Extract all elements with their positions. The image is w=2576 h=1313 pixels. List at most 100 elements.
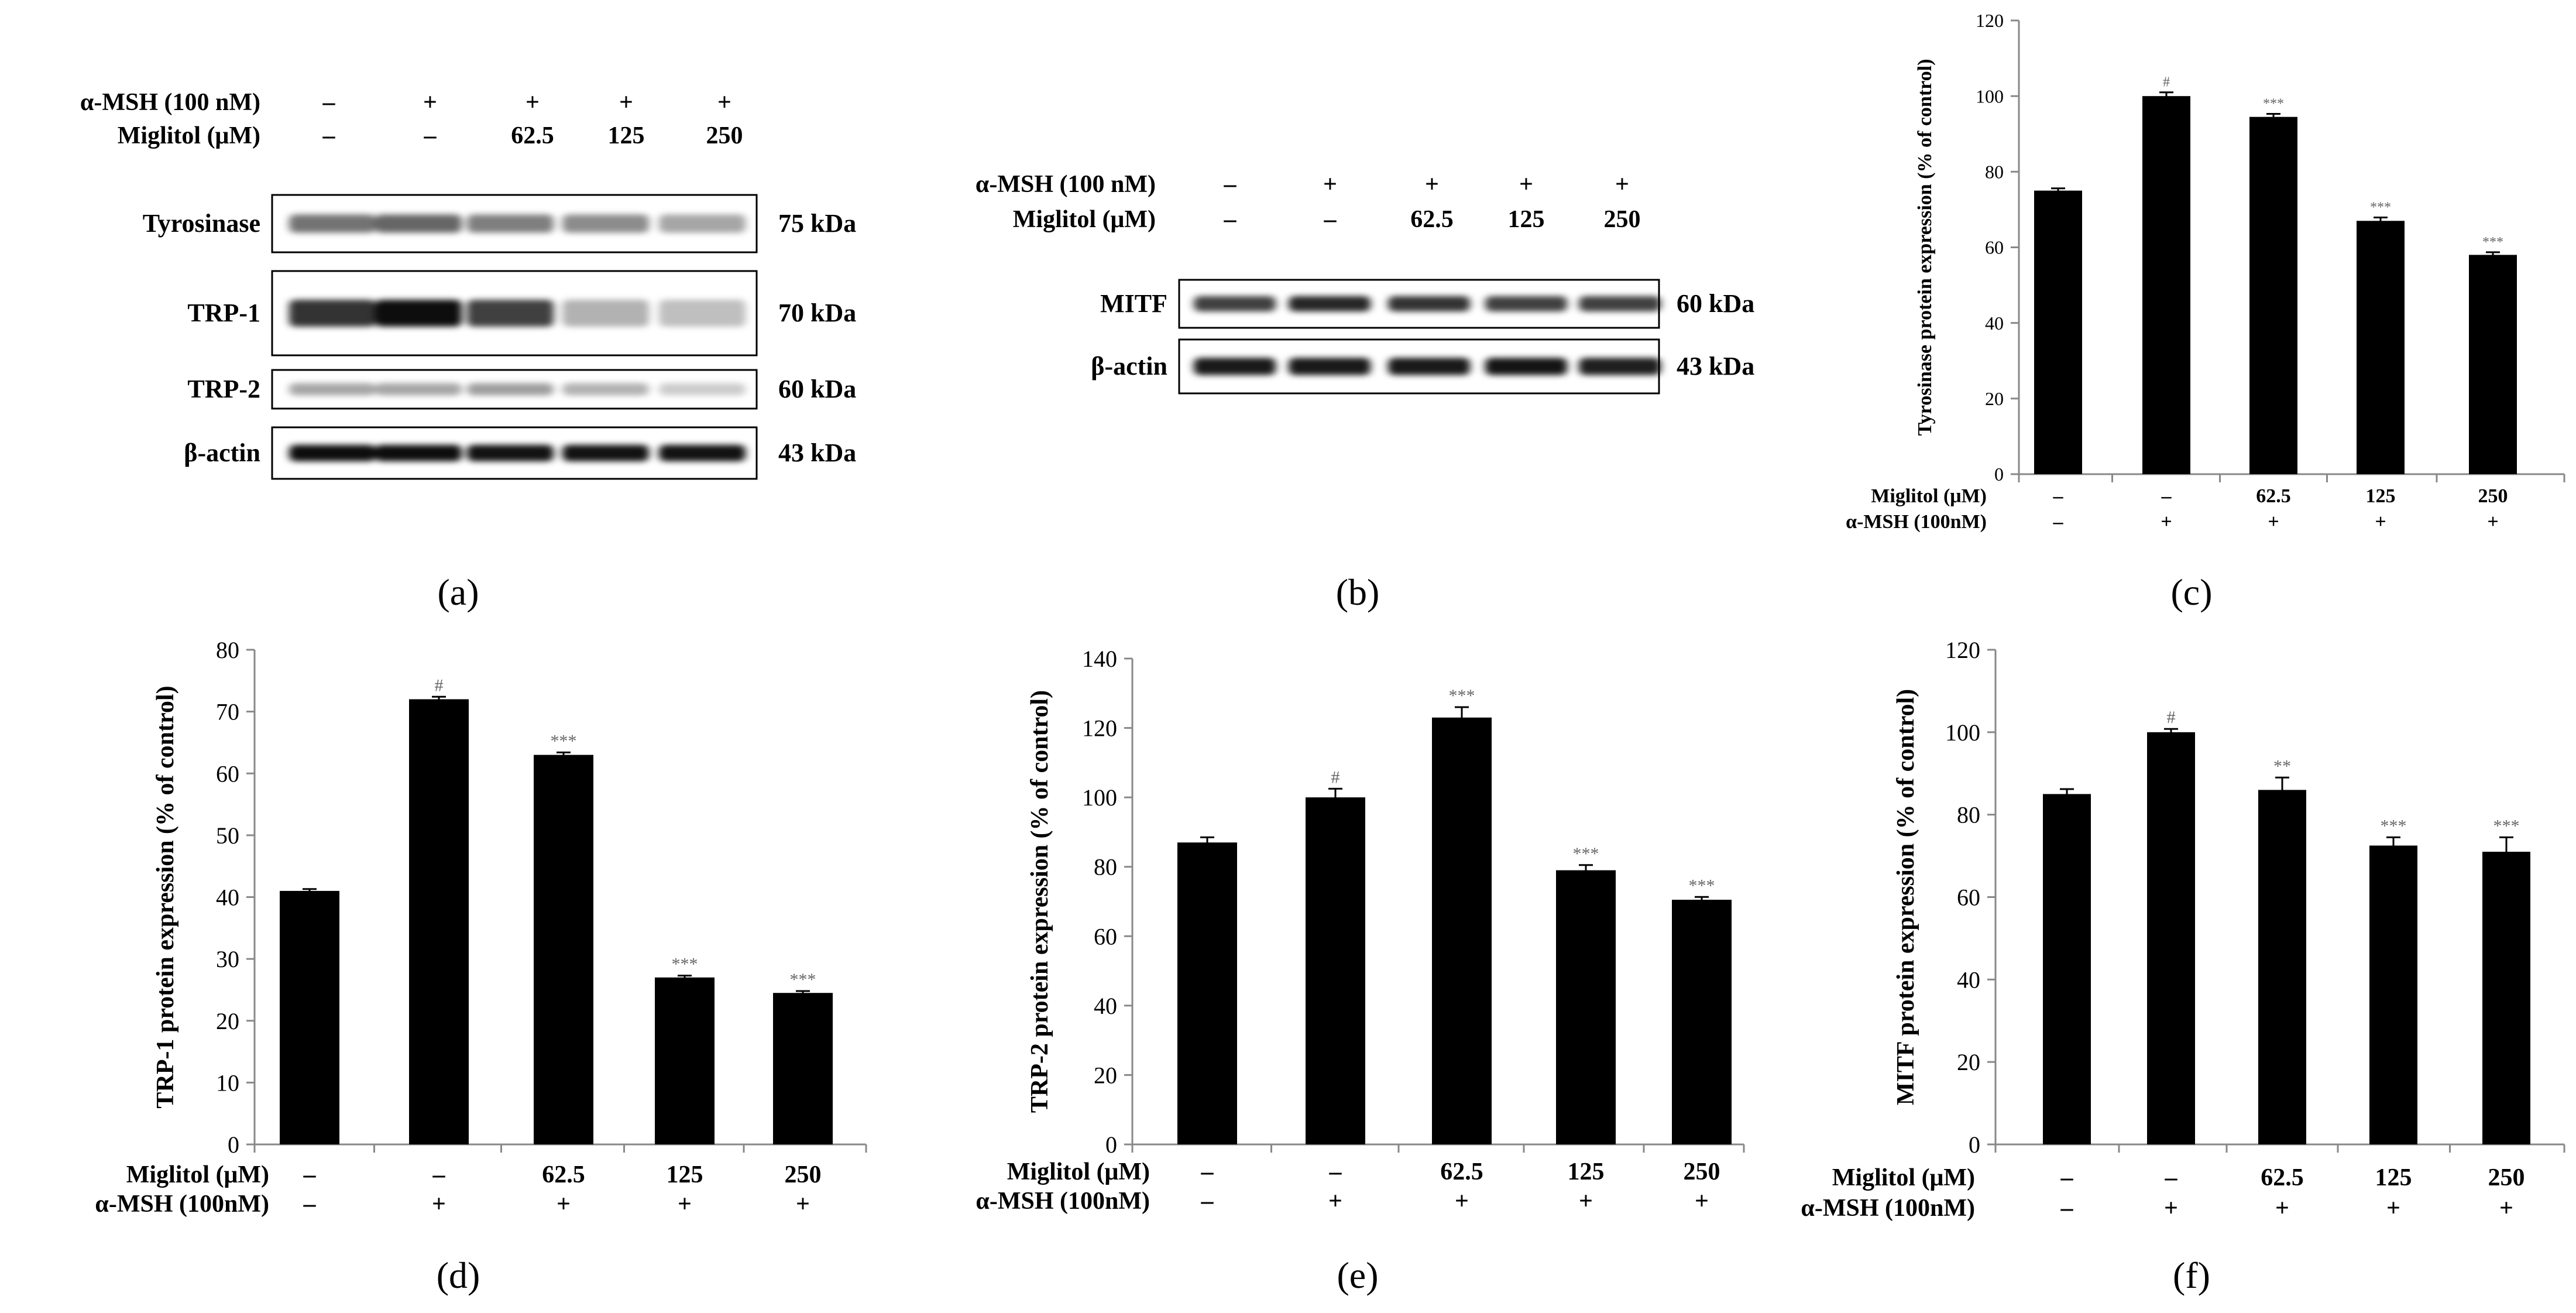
treatment-value: + bbox=[1323, 171, 1337, 198]
treatment-value: – bbox=[1224, 171, 1237, 198]
blot-band bbox=[659, 383, 746, 396]
treatment-value: + bbox=[717, 89, 731, 116]
significance-mark: *** bbox=[2482, 235, 2503, 250]
x-tick-label: – bbox=[2053, 511, 2064, 533]
protein-name: MITF bbox=[1100, 289, 1167, 318]
treatment-value: 125 bbox=[608, 122, 645, 149]
x-tick-label: 125 bbox=[2375, 1164, 2412, 1191]
x-tick-label: 250 bbox=[2478, 485, 2508, 507]
blot-band bbox=[1579, 296, 1661, 312]
row-label-miglitol: Miglitol (μM) bbox=[126, 1161, 269, 1188]
x-tick-label: – bbox=[2053, 485, 2064, 507]
row-label-msh: α-MSH (100nM) bbox=[1846, 511, 1987, 533]
y-tick-label: 80 bbox=[1094, 854, 1117, 880]
y-tick-label: 140 bbox=[1082, 646, 1117, 672]
x-tick-label: + bbox=[2268, 511, 2279, 533]
x-tick-label: + bbox=[2375, 511, 2386, 533]
bar bbox=[773, 993, 833, 1144]
treatment-value: + bbox=[423, 89, 437, 116]
blot-band bbox=[467, 299, 554, 327]
blot-band bbox=[289, 299, 376, 327]
y-tick-label: 80 bbox=[216, 637, 239, 663]
blot-band bbox=[375, 383, 462, 396]
bar bbox=[2147, 732, 2195, 1144]
blot-bands bbox=[1194, 358, 1661, 375]
molecular-weight: 43 kDa bbox=[1677, 352, 1754, 380]
y-tick-label: 70 bbox=[216, 699, 239, 725]
blot-band bbox=[659, 444, 746, 462]
x-tick-label: + bbox=[557, 1191, 571, 1218]
row-label-msh: α-MSH (100nM) bbox=[1801, 1195, 1975, 1222]
bar bbox=[2249, 116, 2297, 474]
blot-bands bbox=[289, 444, 746, 462]
row-label-miglitol: Miglitol (μM) bbox=[1832, 1164, 1975, 1191]
treatment-value: + bbox=[1425, 171, 1439, 198]
panel-label: (f) bbox=[2173, 1254, 2210, 1296]
bar bbox=[1432, 717, 1492, 1144]
y-tick-label: 120 bbox=[1945, 637, 1980, 663]
blot-band bbox=[1388, 358, 1470, 375]
bar-chart-e: 0 20 40 60 80 100 120 140 TRP-2 protein expressi… bbox=[976, 646, 1745, 1296]
significance-mark: *** bbox=[2370, 200, 2391, 215]
y-tick-label: 40 bbox=[1985, 313, 2004, 334]
bar-chart-d: 0 10 20 30 40 50 60 70 80 TRP-1 protein expressio… bbox=[95, 637, 867, 1296]
bar bbox=[1177, 842, 1237, 1144]
treatment-value: – bbox=[322, 122, 336, 149]
y-tick-label: 100 bbox=[1976, 85, 2004, 107]
blot-band bbox=[467, 214, 554, 233]
y-tick-label: 60 bbox=[1094, 923, 1117, 949]
significance-mark: *** bbox=[1449, 686, 1475, 705]
significance-mark: # bbox=[1331, 767, 1340, 787]
significance-mark: # bbox=[435, 676, 444, 695]
y-tick-label: 0 bbox=[1969, 1132, 1980, 1158]
x-tick-label: 125 bbox=[2366, 485, 2396, 507]
panel-label: (c) bbox=[2170, 571, 2212, 613]
y-tick-label: 60 bbox=[1957, 885, 1980, 911]
y-tick-label: 60 bbox=[216, 760, 239, 787]
x-tick-label: + bbox=[2161, 511, 2172, 533]
blot-band bbox=[1579, 358, 1661, 375]
y-axis-label: Tyrosinase protein expression (% of cont… bbox=[1914, 59, 1936, 436]
significance-mark: *** bbox=[2493, 816, 2520, 835]
x-tick-label: 250 bbox=[2488, 1164, 2525, 1191]
protein-name: β-actin bbox=[184, 438, 260, 467]
y-tick-label: 10 bbox=[216, 1069, 239, 1096]
y-tick-label: 40 bbox=[216, 885, 239, 911]
blot-band bbox=[659, 214, 746, 233]
y-tick-label: 100 bbox=[1082, 784, 1117, 811]
x-tick-label: + bbox=[432, 1191, 446, 1218]
y-axis-label: TRP-1 protein expression (% of control) bbox=[152, 685, 179, 1108]
treatment-value: – bbox=[322, 89, 336, 116]
x-tick-label: – bbox=[432, 1161, 446, 1188]
row-label-miglitol: Miglitol (μM) bbox=[1871, 485, 1987, 507]
treatment-value: 125 bbox=[1508, 206, 1545, 233]
bar bbox=[534, 755, 593, 1144]
bar bbox=[2369, 845, 2417, 1144]
x-tick-label: – bbox=[2060, 1195, 2074, 1222]
y-tick-label: 0 bbox=[1105, 1132, 1117, 1158]
bar bbox=[280, 890, 339, 1144]
treatment-label: Miglitol (μM) bbox=[118, 122, 260, 149]
treatment-value: + bbox=[1519, 171, 1533, 198]
x-tick-label: – bbox=[2060, 1164, 2074, 1191]
blot-band bbox=[1194, 296, 1276, 312]
significance-mark: *** bbox=[551, 731, 577, 750]
x-tick-label: – bbox=[1201, 1188, 1214, 1215]
blot-band bbox=[562, 214, 649, 233]
blot-band bbox=[659, 299, 746, 327]
significance-mark: *** bbox=[790, 970, 816, 989]
y-tick-label: 20 bbox=[1985, 388, 2004, 409]
x-tick-label: – bbox=[303, 1161, 317, 1188]
y-tick-label: 40 bbox=[1094, 993, 1117, 1019]
x-tick-label: – bbox=[2161, 485, 2172, 507]
bar bbox=[1672, 900, 1732, 1144]
treatment-value: – bbox=[424, 122, 437, 149]
blot-band bbox=[1485, 296, 1567, 312]
molecular-weight: 60 kDa bbox=[778, 375, 856, 403]
treatment-value: + bbox=[1615, 171, 1629, 198]
protein-name: Tyrosinase bbox=[143, 209, 260, 238]
y-tick-label: 80 bbox=[1985, 162, 2004, 183]
blot-band bbox=[1289, 358, 1371, 375]
x-tick-label: + bbox=[2499, 1195, 2513, 1222]
